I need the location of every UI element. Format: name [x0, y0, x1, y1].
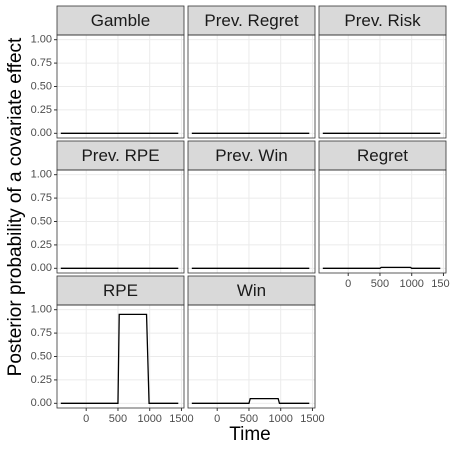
- y-tick-label: 1.00: [31, 169, 52, 181]
- x-tick-label: 500: [371, 278, 389, 290]
- strip-title: RPE: [103, 281, 138, 300]
- x-tick-label: 0: [214, 413, 220, 425]
- y-tick-label: 0.75: [31, 57, 52, 69]
- strip: [56, 5, 185, 36]
- x-tick-label: 1000: [268, 413, 292, 425]
- y-tick-label: 0.50: [31, 215, 52, 227]
- strip: [187, 5, 316, 36]
- y-tick-label: 0.00: [31, 262, 52, 274]
- y-tick-label: 1.00: [31, 304, 52, 316]
- strip-title: Prev. Regret: [204, 11, 298, 30]
- strip: [187, 140, 316, 171]
- strip: [56, 140, 185, 171]
- x-tick-label: 500: [240, 413, 258, 425]
- strip-title: Regret: [357, 146, 408, 165]
- strip-title: Prev. Risk: [344, 11, 421, 30]
- y-tick-label: 0.00: [31, 397, 52, 409]
- y-tick-label: 0.50: [31, 80, 52, 92]
- x-tick-label: 0: [83, 413, 89, 425]
- line: [60, 313, 179, 404]
- panel-border: [187, 304, 316, 409]
- panel-border: [187, 169, 316, 274]
- y-tick-label: 0.25: [31, 374, 52, 386]
- strip: [187, 275, 316, 306]
- y-tick-label: 0.00: [31, 127, 52, 139]
- y-tick-label: 0.75: [31, 327, 52, 339]
- x-tick-label: 1500: [169, 413, 193, 425]
- strip-title: Gamble: [91, 11, 151, 30]
- panel-border: [187, 34, 316, 139]
- x-tick-label: 0: [345, 278, 351, 290]
- x-tick-label: 500: [109, 413, 127, 425]
- x-tick-label: 1000: [399, 278, 423, 290]
- strip-title: Prev. RPE: [81, 146, 159, 165]
- y-tick-label: 0.25: [31, 104, 52, 116]
- y-tick-label: 0.25: [31, 239, 52, 251]
- strip: [318, 5, 447, 36]
- y-axis-title: Posterior probability of a covariate eff…: [5, 37, 26, 376]
- strip-title: Win: [237, 281, 266, 300]
- line: [191, 397, 310, 404]
- panel-border: [318, 34, 447, 139]
- y-tick-label: 1.00: [31, 34, 52, 46]
- line: [322, 266, 441, 269]
- x-axis-title: Time: [229, 424, 271, 445]
- y-tick-label: 0.50: [31, 350, 52, 362]
- y-tick-label: 0.75: [31, 192, 52, 204]
- x-tick-label: 1000: [137, 413, 161, 425]
- strip-title: Prev. Win: [215, 146, 287, 165]
- x-tick-label: 1500: [431, 278, 450, 290]
- x-tick-label: 1500: [300, 413, 324, 425]
- panel-border: [318, 169, 447, 274]
